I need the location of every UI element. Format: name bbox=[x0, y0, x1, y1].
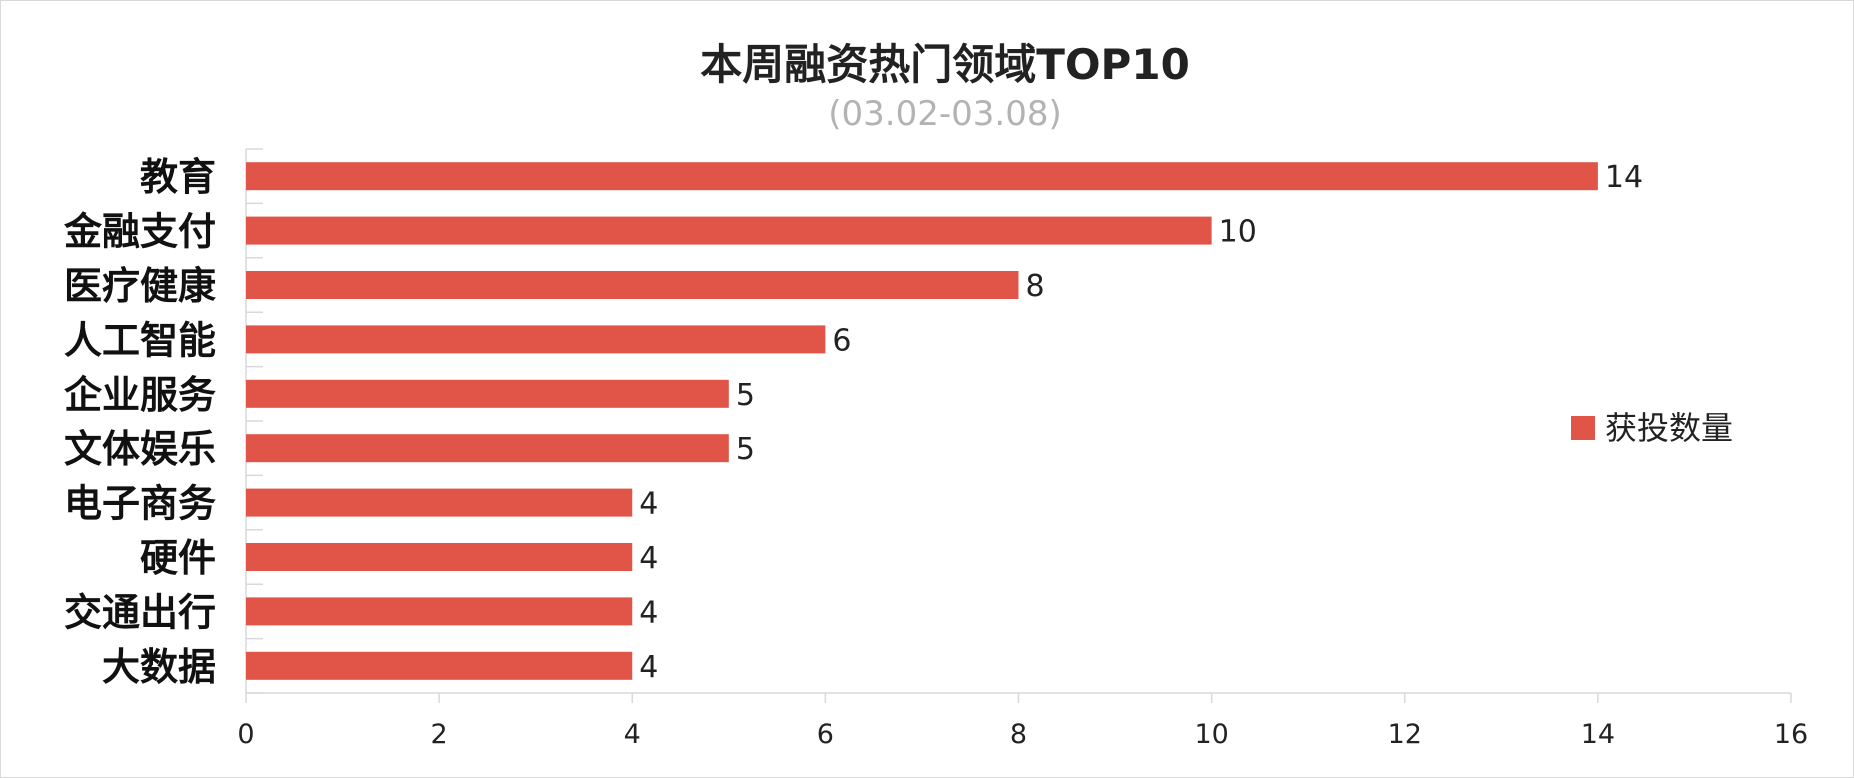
bars: 教育 14 金融支付 10 医疗健康 8 人工智能 6 企业服务 5 文体娱乐 5 电子商务 4 硬件 4 交通… bbox=[63, 155, 1643, 689]
data-label: 6 bbox=[832, 323, 851, 358]
data-label: 10 bbox=[1219, 215, 1257, 250]
category-label: 金融支付 bbox=[63, 210, 216, 254]
category-label: 文体娱乐 bbox=[64, 427, 216, 471]
x-tick-label: 6 bbox=[817, 719, 834, 750]
bar bbox=[246, 216, 1212, 245]
x-tick-label: 12 bbox=[1388, 719, 1422, 750]
bar bbox=[246, 271, 1019, 299]
bar bbox=[246, 597, 633, 626]
bar bbox=[246, 488, 633, 517]
data-label: 5 bbox=[736, 378, 755, 413]
data-label: 8 bbox=[1026, 269, 1045, 304]
bar bbox=[246, 434, 729, 463]
data-label: 14 bbox=[1605, 160, 1643, 195]
bar bbox=[246, 325, 826, 354]
legend: 获投数量 bbox=[1571, 409, 1733, 447]
category-label: 电子商务 bbox=[64, 482, 216, 526]
x-tick-label: 8 bbox=[1010, 719, 1027, 750]
bar bbox=[246, 162, 1598, 191]
legend-label: 获投数量 bbox=[1605, 409, 1733, 447]
bar bbox=[246, 379, 729, 408]
data-label: 4 bbox=[639, 541, 658, 576]
chart-title: 本周融资热门领域TOP10 bbox=[700, 40, 1190, 89]
data-label: 4 bbox=[639, 487, 658, 522]
legend-swatch bbox=[1571, 416, 1595, 440]
x-tick-label: 10 bbox=[1194, 719, 1228, 750]
bar bbox=[246, 651, 633, 680]
chart-subtitle: (03.02-03.08) bbox=[828, 94, 1061, 134]
x-tick-label: 14 bbox=[1581, 719, 1615, 750]
data-label: 5 bbox=[736, 432, 755, 467]
x-tick-label: 0 bbox=[237, 719, 254, 750]
category-label: 大数据 bbox=[102, 645, 216, 689]
x-tick-label: 4 bbox=[624, 719, 641, 750]
category-label: 硬件 bbox=[140, 536, 216, 580]
x-tick-label: 2 bbox=[431, 719, 448, 750]
category-label: 教育 bbox=[140, 155, 216, 199]
axes: 0 2 4 6 8 10 12 14 16 bbox=[237, 148, 1808, 750]
data-label: 4 bbox=[639, 595, 658, 630]
data-label: 4 bbox=[639, 650, 658, 685]
category-label: 人工智能 bbox=[64, 318, 216, 362]
bar bbox=[246, 543, 633, 571]
category-label: 交通出行 bbox=[64, 590, 216, 634]
category-label: 企业服务 bbox=[64, 373, 216, 417]
x-tick-label: 16 bbox=[1774, 719, 1808, 750]
category-label: 医疗健康 bbox=[64, 264, 216, 308]
